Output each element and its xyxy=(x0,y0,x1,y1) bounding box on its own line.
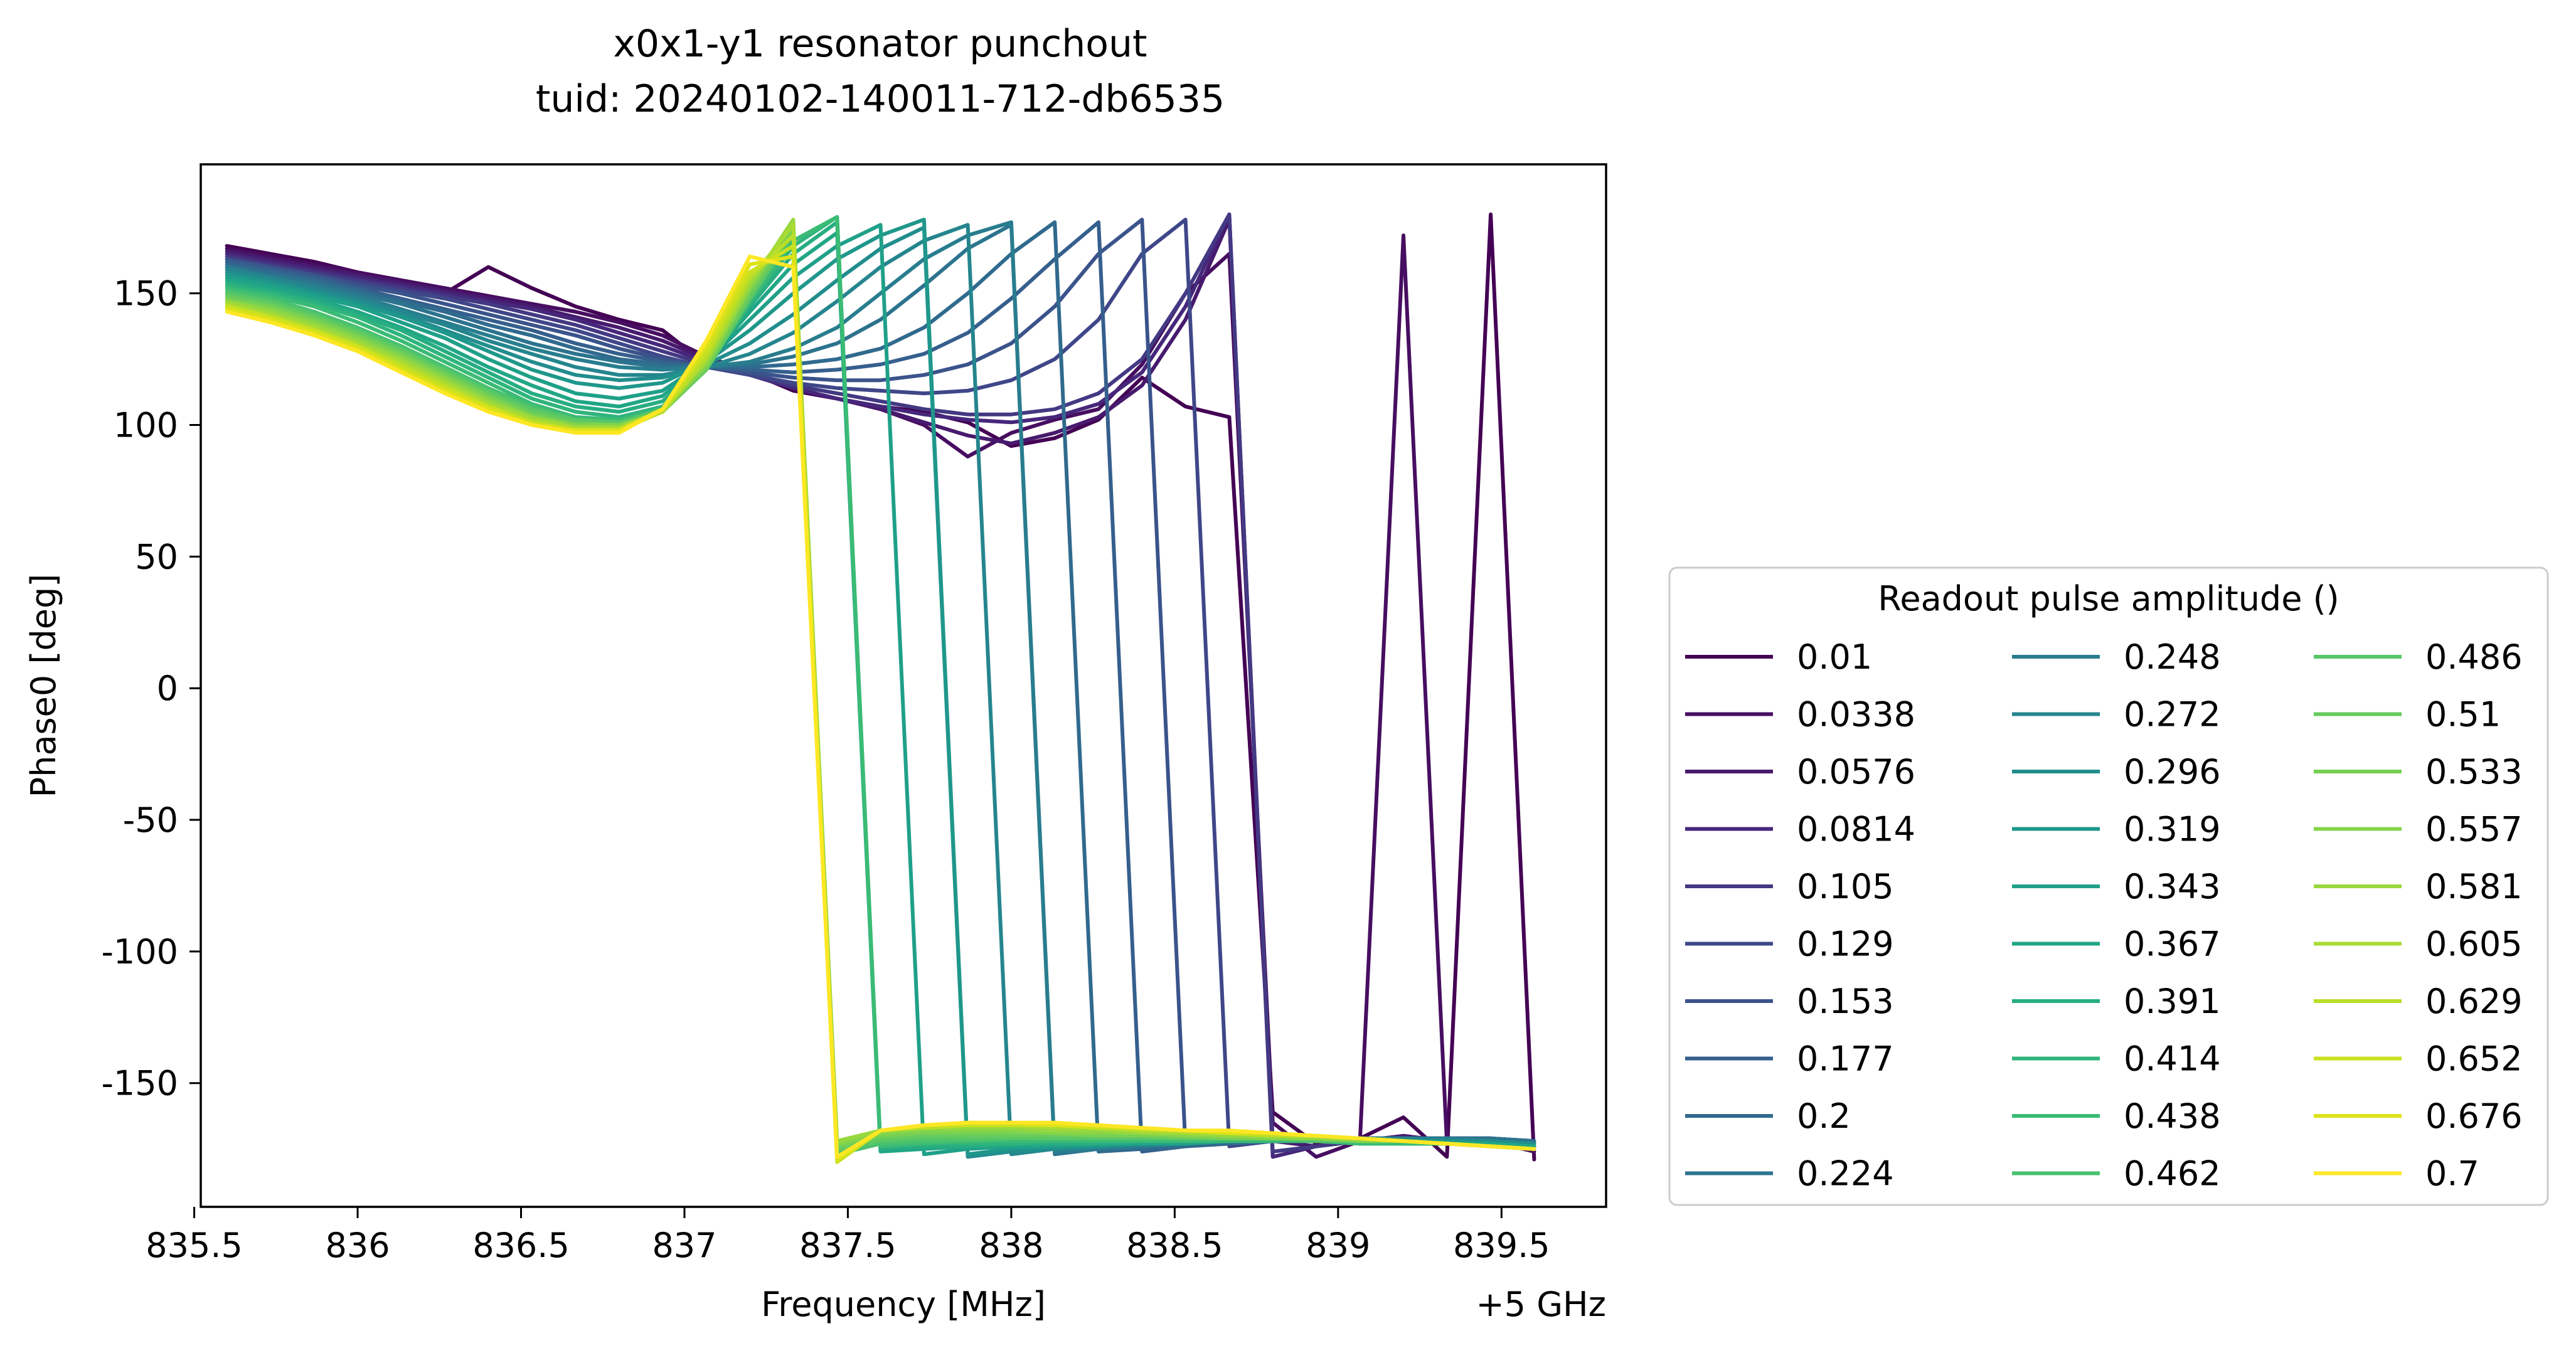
x-offset-label: +5 GHz xyxy=(1476,1285,1606,1324)
y-axis: 150 100 50 0 -50 -100 -150 xyxy=(101,274,201,1103)
legend-label: 0.486 xyxy=(2425,637,2523,677)
x-tick-label: 835.5 xyxy=(146,1226,243,1265)
x-tick-label: 837.5 xyxy=(799,1226,897,1265)
legend-label: 0.629 xyxy=(2425,982,2523,1021)
x-tick-label: 836 xyxy=(326,1226,390,1265)
legend-title: Readout pulse amplitude () xyxy=(1878,579,2339,618)
legend-label: 0.248 xyxy=(2124,637,2221,677)
x-tick-label: 839.5 xyxy=(1453,1226,1550,1265)
legend-label: 0.272 xyxy=(2124,695,2221,735)
legend-label: 0.01 xyxy=(1797,637,1872,677)
legend-label: 0.51 xyxy=(2425,695,2501,735)
chart-title: x0x1-y1 resonator punchout xyxy=(613,22,1147,66)
x-tick-label: 838.5 xyxy=(1126,1226,1223,1265)
legend-label: 0.533 xyxy=(2425,752,2523,792)
legend-label: 0.177 xyxy=(1797,1039,1894,1079)
legend-label: 0.224 xyxy=(1797,1154,1894,1194)
x-tick-label: 838 xyxy=(979,1226,1043,1265)
legend-label: 0.605 xyxy=(2425,925,2523,964)
series-line-21 xyxy=(225,231,1536,1154)
series-line-30 xyxy=(225,254,1536,1159)
legend-label: 0.676 xyxy=(2425,1096,2523,1136)
series-line-5 xyxy=(225,212,1536,1154)
plot-frame xyxy=(200,163,1607,1208)
y-tick-label: -150 xyxy=(101,1064,178,1103)
legend-label: 0.0814 xyxy=(1797,810,1915,849)
legend-label: 0.438 xyxy=(2124,1096,2221,1136)
y-tick-label: -100 xyxy=(101,932,178,972)
legend-label: 0.296 xyxy=(2124,752,2221,792)
y-tick-label: 150 xyxy=(114,274,178,314)
y-tick-label: -50 xyxy=(123,800,178,840)
legend-label: 0.7 xyxy=(2425,1154,2479,1194)
legend-label: 0.343 xyxy=(2124,867,2221,906)
plot-area: 835.5 836 836.5 837 837.5 838 838.5 839 839.5 15… xyxy=(101,163,1607,1265)
legend-label: 0.105 xyxy=(1797,867,1894,906)
legend-label: 0.581 xyxy=(2425,867,2523,906)
y-tick-label: 100 xyxy=(114,406,178,445)
legend-label: 0.414 xyxy=(2124,1039,2221,1079)
y-axis-label: Phase0 [deg] xyxy=(24,574,63,798)
x-axis: 835.5 836 836.5 837 837.5 838 838.5 839 839.5 xyxy=(146,1207,1550,1265)
series-layer xyxy=(225,212,1536,1164)
x-tick-label: 839 xyxy=(1306,1226,1370,1265)
x-tick-label: 837 xyxy=(652,1226,716,1265)
y-tick-label: 50 xyxy=(135,537,178,576)
legend-label: 0.462 xyxy=(2124,1154,2221,1194)
x-axis-label: Frequency [MHz] xyxy=(761,1285,1046,1324)
legend-items: 0.01 0.0338 0.0576 0.0814 0.105 0.129 0.153 0.1… xyxy=(1685,637,2523,1194)
legend-label: 0.391 xyxy=(2124,982,2221,1021)
legend-label: 0.129 xyxy=(1797,925,1894,964)
legend-label: 0.0338 xyxy=(1797,695,1915,735)
legend-box xyxy=(1668,566,2549,1206)
legend-label: 0.557 xyxy=(2425,810,2523,849)
legend-label: 0.652 xyxy=(2425,1039,2523,1079)
legend-label: 0.153 xyxy=(1797,982,1894,1021)
legend: Readout pulse amplitude () 0.010.03380.0… xyxy=(1668,566,2549,1206)
chart-subtitle: tuid: 20240102-140011-712-db6535 xyxy=(536,77,1225,121)
legend-label: 0.319 xyxy=(2124,810,2221,849)
y-tick-label: 0 xyxy=(157,669,178,708)
x-tick-label: 836.5 xyxy=(472,1226,570,1265)
legend-label: 0.367 xyxy=(2124,925,2221,964)
legend-label: 0.0576 xyxy=(1797,752,1915,792)
legend-label: 0.2 xyxy=(1797,1096,1851,1136)
